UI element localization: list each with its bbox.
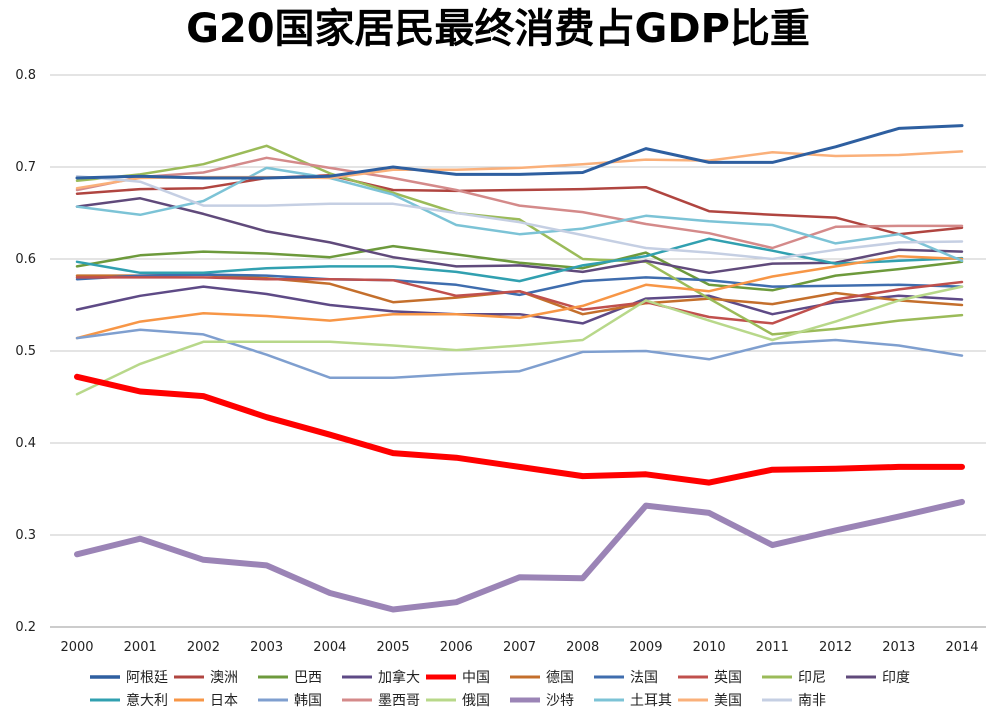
series-line-墨西哥: [75, 156, 964, 250]
legend-item: 印尼: [762, 670, 826, 686]
legend-item: 土耳其: [594, 693, 672, 709]
x-tick-label: 2014: [945, 640, 978, 655]
legend-item: 意大利: [90, 692, 168, 709]
legend-item: 日本: [174, 693, 238, 709]
series-line-法国: [75, 273, 964, 297]
legend-item: 阿根廷: [90, 670, 168, 686]
legend-item: 墨西哥: [342, 693, 420, 709]
series-line-沙特: [74, 498, 965, 613]
x-tick-label: 2009: [629, 640, 662, 655]
series-line-意大利: [75, 237, 964, 283]
legend-item: 加拿大: [342, 669, 420, 686]
legend-label: 德国: [546, 670, 574, 686]
y-tick-label: 0.4: [15, 436, 36, 451]
legend-item: 韩国: [258, 693, 322, 709]
legend-label: 日本: [210, 693, 238, 709]
x-tick-label: 2003: [250, 640, 283, 655]
legend-label: 俄国: [462, 693, 490, 709]
legend-item: 俄国: [426, 693, 490, 709]
series-line-韩国: [75, 328, 964, 379]
series-line-俄国: [75, 285, 964, 396]
legend-label: 印尼: [798, 670, 826, 686]
series-line-澳洲: [75, 174, 964, 236]
x-tick-label: 2013: [882, 640, 915, 655]
legend-item: 法国: [594, 670, 658, 686]
legend-item: 德国: [510, 670, 574, 686]
x-tick-label: 2001: [124, 640, 157, 655]
legend-item: 巴西: [258, 670, 322, 686]
legend-label: 南非: [798, 693, 826, 709]
legend-item: 英国: [678, 669, 742, 686]
legend-label: 中国: [462, 670, 490, 686]
legend-label: 美国: [714, 693, 742, 709]
legend-label: 意大利: [126, 692, 168, 709]
series-line-日本: [75, 254, 964, 340]
y-tick-label: 0.6: [15, 252, 36, 267]
series-line-印尼: [75, 144, 964, 336]
legend-item: 南非: [762, 693, 826, 709]
x-tick-label: 2011: [756, 640, 789, 655]
legend-label: 印度: [882, 670, 910, 686]
y-tick-label: 0.7: [15, 160, 36, 175]
gridlines: [50, 74, 986, 628]
chart-title: G20国家居民最终消费占GDP比重: [186, 6, 810, 52]
y-tick-label: 0.2: [15, 620, 36, 635]
legend-label: 阿根廷: [126, 670, 168, 686]
legend-item: 中国: [426, 670, 490, 686]
series-line-中国: [74, 373, 965, 486]
x-tick-label: 2007: [503, 640, 536, 655]
series-lines: [74, 124, 965, 613]
legend-label: 澳洲: [210, 670, 238, 686]
x-tick-label: 2006: [440, 640, 473, 655]
x-axis-ticks: 2000 2001 2002 2003 2004 2005 2006 2007 2008 2009…: [60, 640, 978, 655]
series-line-巴西: [75, 244, 964, 292]
y-tick-label: 0.8: [15, 68, 36, 83]
legend-item: 沙特: [510, 693, 574, 709]
legend-label: 法国: [630, 670, 658, 686]
series-line-南非: [75, 174, 964, 261]
legend-item: 美国: [678, 693, 742, 709]
y-tick-label: 0.5: [15, 344, 36, 359]
legend-label: 韩国: [294, 693, 322, 709]
legend-label: 加拿大: [378, 669, 420, 686]
legend-label: 沙特: [546, 693, 574, 709]
legend-label: 墨西哥: [378, 693, 420, 709]
series-line-土耳其: [75, 166, 964, 263]
x-tick-label: 2010: [693, 640, 726, 655]
legend-item: 澳洲: [174, 670, 238, 686]
legend-label: 英国: [714, 669, 742, 686]
x-tick-label: 2000: [60, 640, 93, 655]
series-line-印度: [75, 197, 964, 275]
x-tick-label: 2005: [377, 640, 410, 655]
legend-item: 印度: [846, 670, 910, 686]
x-tick-label: 2012: [819, 640, 852, 655]
x-tick-label: 2004: [313, 640, 346, 655]
x-tick-label: 2002: [187, 640, 220, 655]
y-axis-ticks: 0.2 0.3 0.4 0.5 0.6 0.7 0.8: [15, 68, 36, 635]
y-tick-label: 0.3: [15, 528, 36, 543]
series-line-英国: [75, 276, 964, 325]
legend-label: 巴西: [294, 670, 322, 686]
series-line-阿根廷: [75, 124, 964, 180]
legend-label: 土耳其: [630, 693, 672, 709]
x-tick-label: 2008: [566, 640, 599, 655]
